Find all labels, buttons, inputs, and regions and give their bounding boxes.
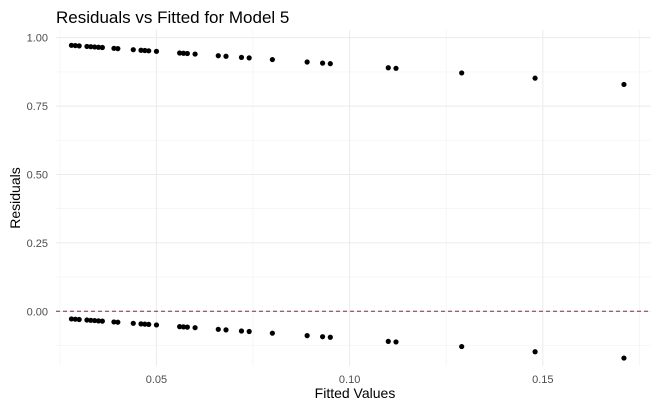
y-tick-label: 0.50 xyxy=(27,169,48,181)
x-axis-title: Fitted Values xyxy=(315,385,396,401)
data-point-lower xyxy=(192,325,198,331)
data-point-lower xyxy=(177,323,183,330)
major-gridlines xyxy=(56,30,651,366)
data-point-upper xyxy=(319,60,326,66)
data-point-lower xyxy=(76,316,82,323)
data-point-lower xyxy=(393,339,399,345)
minor-gridlines xyxy=(56,30,651,366)
data-point-upper xyxy=(111,45,117,51)
data-point-lower xyxy=(215,326,221,332)
data-point-upper xyxy=(532,75,538,81)
x-tick-label: 0.10 xyxy=(339,374,360,386)
data-point-lower xyxy=(88,317,94,323)
data-point-upper xyxy=(76,43,82,49)
data-point-lower xyxy=(130,320,136,326)
data-point-upper xyxy=(138,47,144,53)
data-point-lower xyxy=(115,319,121,325)
data-point-lower xyxy=(84,317,90,323)
data-point-lower xyxy=(459,343,465,350)
data-point-lower xyxy=(304,333,310,339)
data-point-lower xyxy=(111,319,117,325)
data-point-upper xyxy=(146,48,152,54)
data-point-lower xyxy=(327,334,333,340)
data-point-upper xyxy=(215,53,221,59)
data-point-upper xyxy=(142,47,148,54)
data-point-upper xyxy=(327,61,333,67)
data-point-lower xyxy=(319,334,326,340)
data-point-lower xyxy=(68,316,75,322)
data-point-upper xyxy=(99,44,105,51)
y-tick-label: 0.75 xyxy=(27,101,48,113)
y-tick-label: 1.00 xyxy=(27,33,48,45)
data-point-lower xyxy=(92,317,98,324)
data-point-lower xyxy=(621,355,627,361)
data-point-upper xyxy=(393,65,399,71)
data-point-upper xyxy=(192,51,198,57)
x-tick-labels: 0.05 0.10 0.15 xyxy=(146,374,554,386)
data-point-lower xyxy=(269,330,275,336)
data-point-lower xyxy=(385,338,391,344)
data-point-upper xyxy=(304,59,310,65)
data-point-upper xyxy=(153,48,160,54)
data-point-upper xyxy=(115,46,121,52)
data-point-lower xyxy=(95,318,102,324)
y-tick-label: 0.00 xyxy=(27,306,48,318)
data-point-upper xyxy=(88,44,94,50)
x-tick-label: 0.05 xyxy=(146,374,167,386)
data-point-lower xyxy=(146,321,152,328)
data-point-upper xyxy=(180,50,187,56)
y-tick-label: 0.25 xyxy=(27,238,48,250)
data-point-lower xyxy=(238,328,245,334)
data-point-lower xyxy=(142,321,148,327)
y-tick-labels: 0.00 0.25 0.50 0.75 1.00 xyxy=(27,33,48,319)
data-point-upper xyxy=(385,65,391,71)
chart-title: Residuals vs Fitted for Model 5 xyxy=(56,8,289,27)
data-point-lower xyxy=(246,328,252,335)
data-point-lower xyxy=(72,316,78,322)
data-point-upper xyxy=(459,70,465,76)
data-point-upper xyxy=(68,42,75,48)
data-point-lower xyxy=(153,322,160,328)
y-axis-title: Residuals xyxy=(7,167,23,228)
data-point-lower xyxy=(184,324,190,330)
data-point-upper xyxy=(246,55,252,61)
data-point-lower xyxy=(532,349,538,355)
data-point-upper xyxy=(95,44,102,50)
x-tick-label: 0.15 xyxy=(532,374,553,386)
data-points xyxy=(68,42,627,361)
data-point-lower xyxy=(180,324,187,330)
data-point-upper xyxy=(238,54,245,60)
data-point-upper xyxy=(621,81,627,88)
data-point-upper xyxy=(92,44,98,50)
data-point-upper xyxy=(223,53,229,59)
data-point-upper xyxy=(84,43,90,50)
data-point-upper xyxy=(177,50,183,56)
data-point-upper xyxy=(184,50,190,57)
data-point-upper xyxy=(72,42,78,49)
data-point-upper xyxy=(269,56,275,63)
data-point-upper xyxy=(130,47,136,53)
data-point-lower xyxy=(138,321,144,327)
data-point-lower xyxy=(223,327,229,333)
data-point-lower xyxy=(99,318,105,324)
